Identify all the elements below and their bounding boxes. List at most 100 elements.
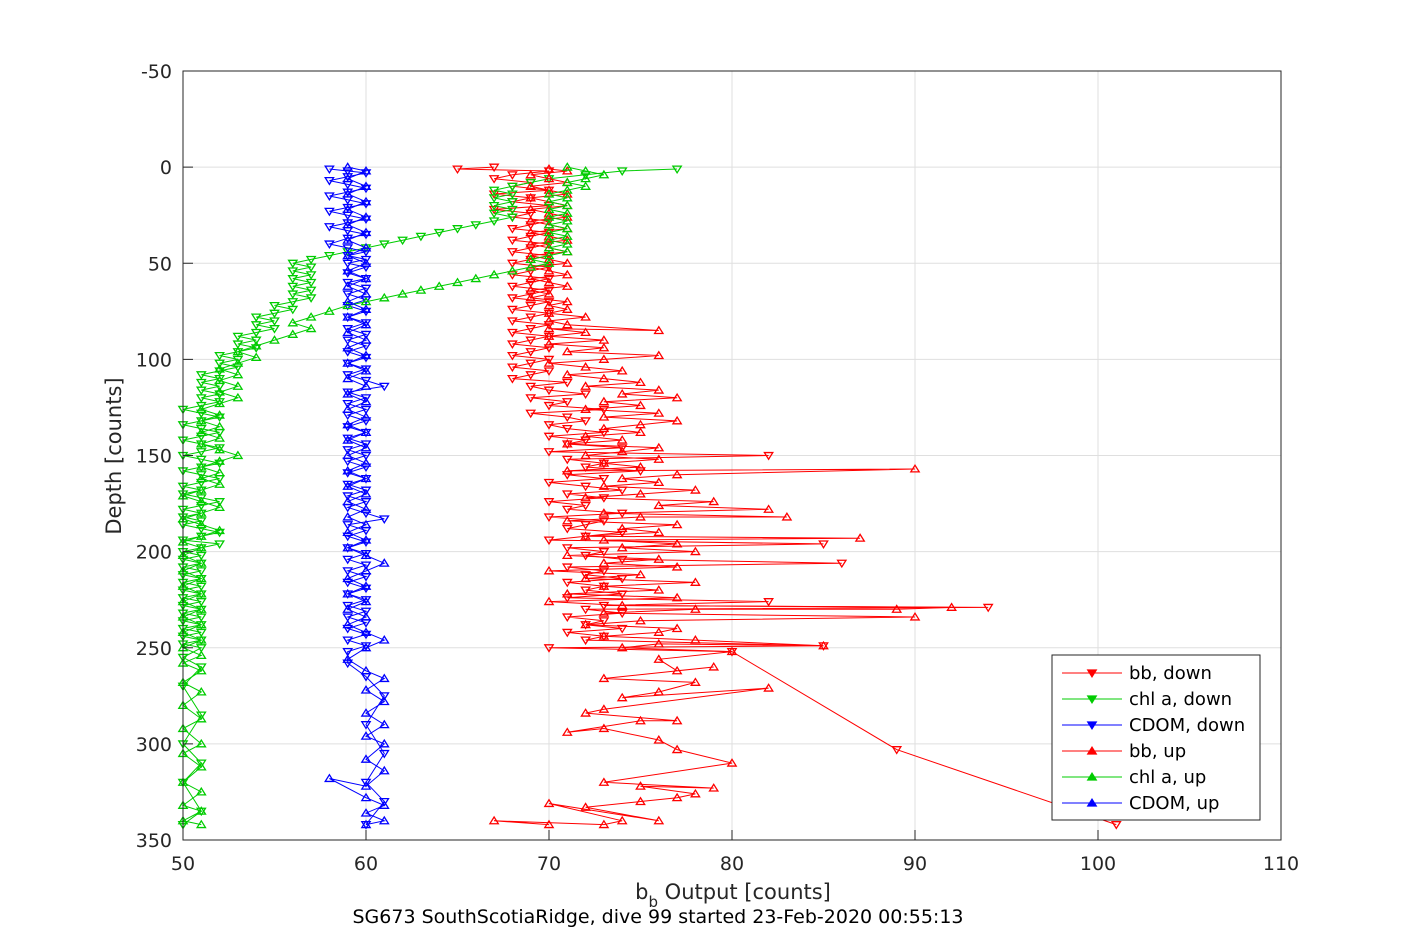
data-point	[488, 209, 500, 219]
data-point	[324, 223, 335, 232]
data-point	[543, 498, 555, 507]
data-point	[378, 797, 390, 807]
data-point	[1110, 821, 1122, 830]
data-point	[195, 686, 207, 696]
data-point	[653, 654, 665, 663]
data-point	[287, 282, 299, 292]
y-tick-label: 300	[136, 734, 172, 756]
data-point	[561, 231, 573, 240]
data-point	[195, 438, 207, 448]
data-point	[671, 469, 683, 479]
data-point	[397, 236, 408, 246]
data-point	[342, 235, 354, 244]
data-point	[324, 306, 335, 315]
data-point	[378, 515, 390, 524]
data-point	[690, 677, 701, 686]
data-point	[378, 635, 390, 644]
data-point	[488, 194, 500, 203]
data-point	[690, 485, 701, 494]
data-point	[525, 301, 537, 311]
data-point	[195, 663, 207, 672]
data-point	[287, 259, 299, 269]
data-point	[561, 588, 573, 598]
data-point	[818, 640, 829, 650]
data-point	[598, 777, 610, 786]
data-point	[708, 661, 720, 671]
data-point	[653, 585, 665, 594]
data-point	[836, 559, 848, 569]
data-point	[360, 561, 372, 571]
x-axis-label-main: b	[635, 880, 648, 904]
data-point	[891, 746, 903, 755]
data-point	[543, 219, 555, 229]
data-point	[543, 367, 555, 376]
data-point	[360, 289, 372, 298]
data-point	[543, 212, 555, 221]
data-point	[378, 815, 390, 825]
data-point	[653, 527, 665, 536]
data-point	[342, 542, 354, 552]
legend-entry-cdom-up: CDOM, up	[1062, 793, 1219, 814]
data-point	[543, 164, 555, 173]
data-point	[214, 498, 225, 507]
data-point	[543, 173, 555, 183]
data-point	[543, 331, 555, 340]
data-point	[580, 450, 591, 460]
data-point	[763, 451, 774, 461]
legend-marker	[1086, 746, 1098, 755]
data-point	[525, 292, 537, 302]
data-point	[616, 590, 628, 599]
data-point	[342, 312, 354, 321]
data-point	[305, 255, 317, 265]
data-point	[195, 473, 207, 483]
data-point	[342, 189, 354, 198]
data-point	[598, 481, 610, 490]
data-point	[561, 281, 573, 290]
series-line-chl-a-up	[181, 166, 605, 826]
data-point	[543, 265, 555, 275]
data-point	[653, 815, 665, 825]
data-point	[378, 240, 390, 250]
data-point	[561, 471, 573, 480]
data-point	[671, 792, 683, 802]
data-point	[360, 792, 372, 802]
data-point	[635, 715, 646, 725]
data-point	[287, 298, 299, 307]
data-point	[507, 351, 518, 361]
data-point	[360, 304, 372, 313]
x-tick-label: 90	[903, 853, 927, 875]
data-point	[214, 456, 225, 465]
data-point	[561, 378, 573, 388]
data-point	[269, 309, 280, 319]
data-point	[561, 162, 573, 171]
data-point	[342, 555, 354, 565]
data-point	[543, 478, 555, 488]
data-point	[616, 528, 628, 538]
data-point	[598, 819, 610, 829]
data-point	[342, 654, 354, 663]
data-point	[653, 735, 665, 744]
data-point	[525, 359, 537, 369]
data-point	[195, 551, 207, 561]
data-point	[525, 181, 537, 190]
data-point	[598, 428, 610, 438]
data-point	[360, 394, 372, 403]
data-point	[360, 778, 372, 788]
data-point	[360, 196, 372, 206]
data-point	[342, 348, 354, 357]
data-point	[342, 601, 354, 611]
data-point	[360, 550, 372, 560]
data-point	[635, 781, 646, 790]
data-point	[342, 167, 354, 176]
data-point	[763, 504, 774, 513]
data-point	[195, 478, 207, 488]
data-point	[232, 340, 244, 350]
data-point	[250, 321, 262, 330]
data-point	[360, 284, 372, 294]
data-point	[561, 578, 573, 588]
data-point	[543, 235, 555, 244]
data-point	[635, 615, 646, 625]
data-point	[598, 354, 610, 363]
data-point	[598, 608, 610, 617]
data-point	[342, 624, 354, 634]
